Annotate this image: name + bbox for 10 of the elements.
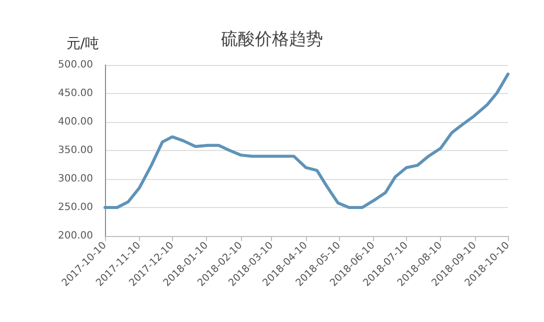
y-tick-label: 350.00 [58,145,93,156]
y-tick-label: 200.00 [58,230,93,242]
y-axis-title: 元/吨 [66,36,99,52]
y-tick-label: 400.00 [58,116,93,128]
chart-title: 硫酸价格趋势 [221,30,323,50]
y-tick-label: 250.00 [58,202,93,213]
y-tick-label: 450.00 [58,88,93,99]
y-tick-label: 500.00 [58,60,93,70]
line-series [104,72,510,209]
y-tick-label: 300.00 [58,174,93,184]
